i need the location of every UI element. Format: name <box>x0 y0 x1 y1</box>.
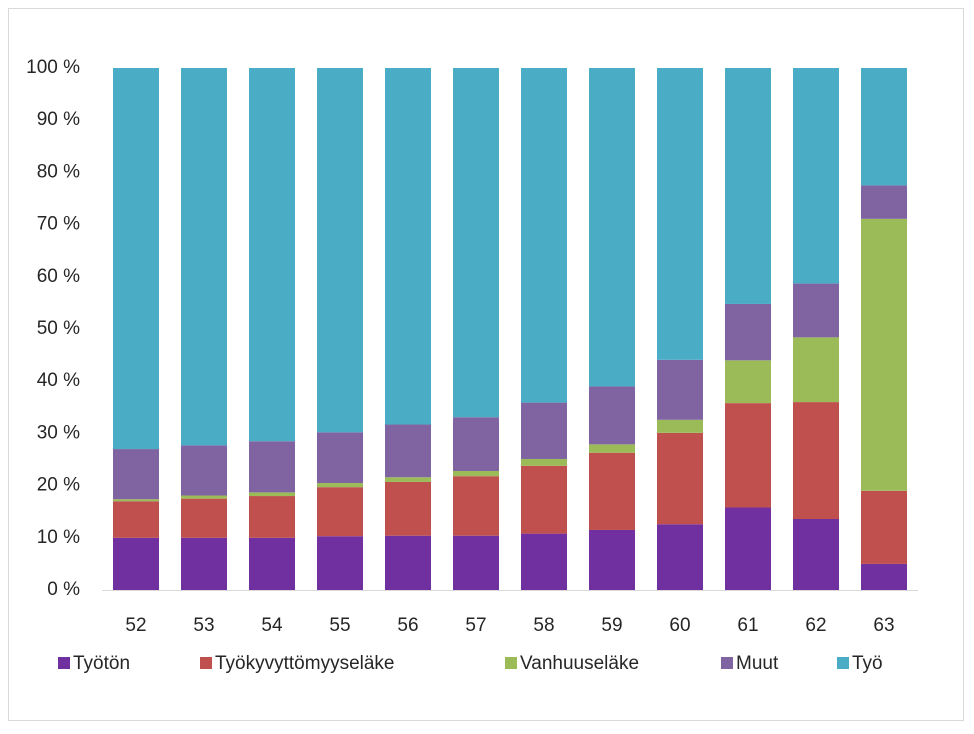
bar-segment <box>521 458 567 466</box>
legend-label: Työ <box>852 653 883 674</box>
bar-segment <box>453 535 499 590</box>
x-tick-label: 52 <box>125 615 146 636</box>
x-tick-label: 55 <box>329 615 350 636</box>
legend-label: Muut <box>736 653 779 674</box>
bar-segment <box>521 68 567 403</box>
bar-segment <box>793 68 839 284</box>
x-tick-label: 53 <box>193 615 214 636</box>
y-tick-label: 10 % <box>37 527 80 548</box>
bar-segment <box>453 417 499 471</box>
bar-segment <box>317 536 363 590</box>
legend-swatch <box>837 657 849 669</box>
bar-segment <box>589 529 635 590</box>
bar-segment <box>861 68 907 186</box>
bar-segment <box>657 419 703 433</box>
bar-segment <box>793 519 839 590</box>
bar-segment <box>725 507 771 590</box>
bar-segment <box>793 337 839 403</box>
bar-segment <box>385 535 431 590</box>
legend-swatch <box>505 657 517 669</box>
x-tick-label: 57 <box>465 615 486 636</box>
bar-segment <box>657 524 703 590</box>
bar-segment <box>249 492 295 497</box>
bar-segment <box>113 449 159 500</box>
x-tick-label: 58 <box>533 615 554 636</box>
bar-segment <box>589 444 635 453</box>
bar-segment <box>657 432 703 525</box>
bar-segment <box>181 445 227 496</box>
bar-segment <box>385 68 431 425</box>
bar-segment <box>725 403 771 508</box>
y-tick-label: 40 % <box>37 370 80 391</box>
bar-segment <box>317 432 363 483</box>
bar-segment <box>181 68 227 446</box>
bar-segment <box>113 537 159 590</box>
y-tick-label: 30 % <box>37 422 80 443</box>
bar-segment <box>385 424 431 478</box>
bar-segment <box>181 537 227 590</box>
bar-segment <box>861 185 907 219</box>
y-tick-label: 20 % <box>37 475 80 496</box>
bar-segment <box>793 283 839 338</box>
bar-segment <box>657 359 703 420</box>
x-tick-label: 62 <box>805 615 826 636</box>
bar-segment <box>725 303 771 361</box>
y-tick-label: 50 % <box>37 318 80 339</box>
bar-segment <box>249 537 295 590</box>
bar-segment <box>589 386 635 445</box>
bar-segment <box>521 465 567 534</box>
bar-segment <box>317 482 363 488</box>
x-tick-label: 63 <box>873 615 894 636</box>
x-tick-label: 59 <box>601 615 622 636</box>
legend-swatch <box>58 657 70 669</box>
legend-label: Vanhuuseläke <box>520 653 639 674</box>
bar-segment <box>453 470 499 477</box>
y-tick-label: 100 % <box>26 57 80 78</box>
bar-segment <box>589 452 635 530</box>
x-tick-label: 54 <box>261 615 283 636</box>
y-tick-label: 80 % <box>37 161 80 182</box>
bar-segment <box>317 487 363 537</box>
bar-segment <box>385 481 431 536</box>
x-tick-label: 60 <box>669 615 690 636</box>
bar-segment <box>725 68 771 304</box>
bar-segment <box>521 402 567 459</box>
bar-segment <box>861 490 907 564</box>
legend-label: Työkyvyttömyyseläke <box>215 653 395 674</box>
y-tick-label: 60 % <box>37 266 80 287</box>
bar-segment <box>113 499 159 502</box>
bar-segment <box>385 477 431 482</box>
y-tick-label: 90 % <box>37 109 80 130</box>
legend-swatch <box>200 657 212 669</box>
bar-segment <box>249 496 295 538</box>
x-tick-label: 56 <box>397 615 418 636</box>
bar-segment <box>589 68 635 387</box>
bar-segment <box>113 501 159 538</box>
bar-segment <box>113 68 159 450</box>
bar-segment <box>725 360 771 404</box>
bar-segment <box>657 68 703 360</box>
bar-segment <box>453 68 499 418</box>
bar-segment <box>249 68 295 442</box>
bar-segment <box>521 533 567 590</box>
legend-swatch <box>721 657 733 669</box>
bar-segment <box>861 218 907 491</box>
x-tick-label: 61 <box>737 615 758 636</box>
y-tick-label: 70 % <box>37 214 80 235</box>
bar-segment <box>793 402 839 520</box>
bar-segment <box>861 563 907 590</box>
bar-segment <box>181 498 227 538</box>
bar-segment <box>249 441 295 493</box>
bar-segment <box>317 68 363 433</box>
bar-segment <box>453 476 499 536</box>
y-tick-label: 0 % <box>47 579 80 600</box>
bar-segment <box>181 495 227 499</box>
legend-label: Työtön <box>73 653 130 674</box>
